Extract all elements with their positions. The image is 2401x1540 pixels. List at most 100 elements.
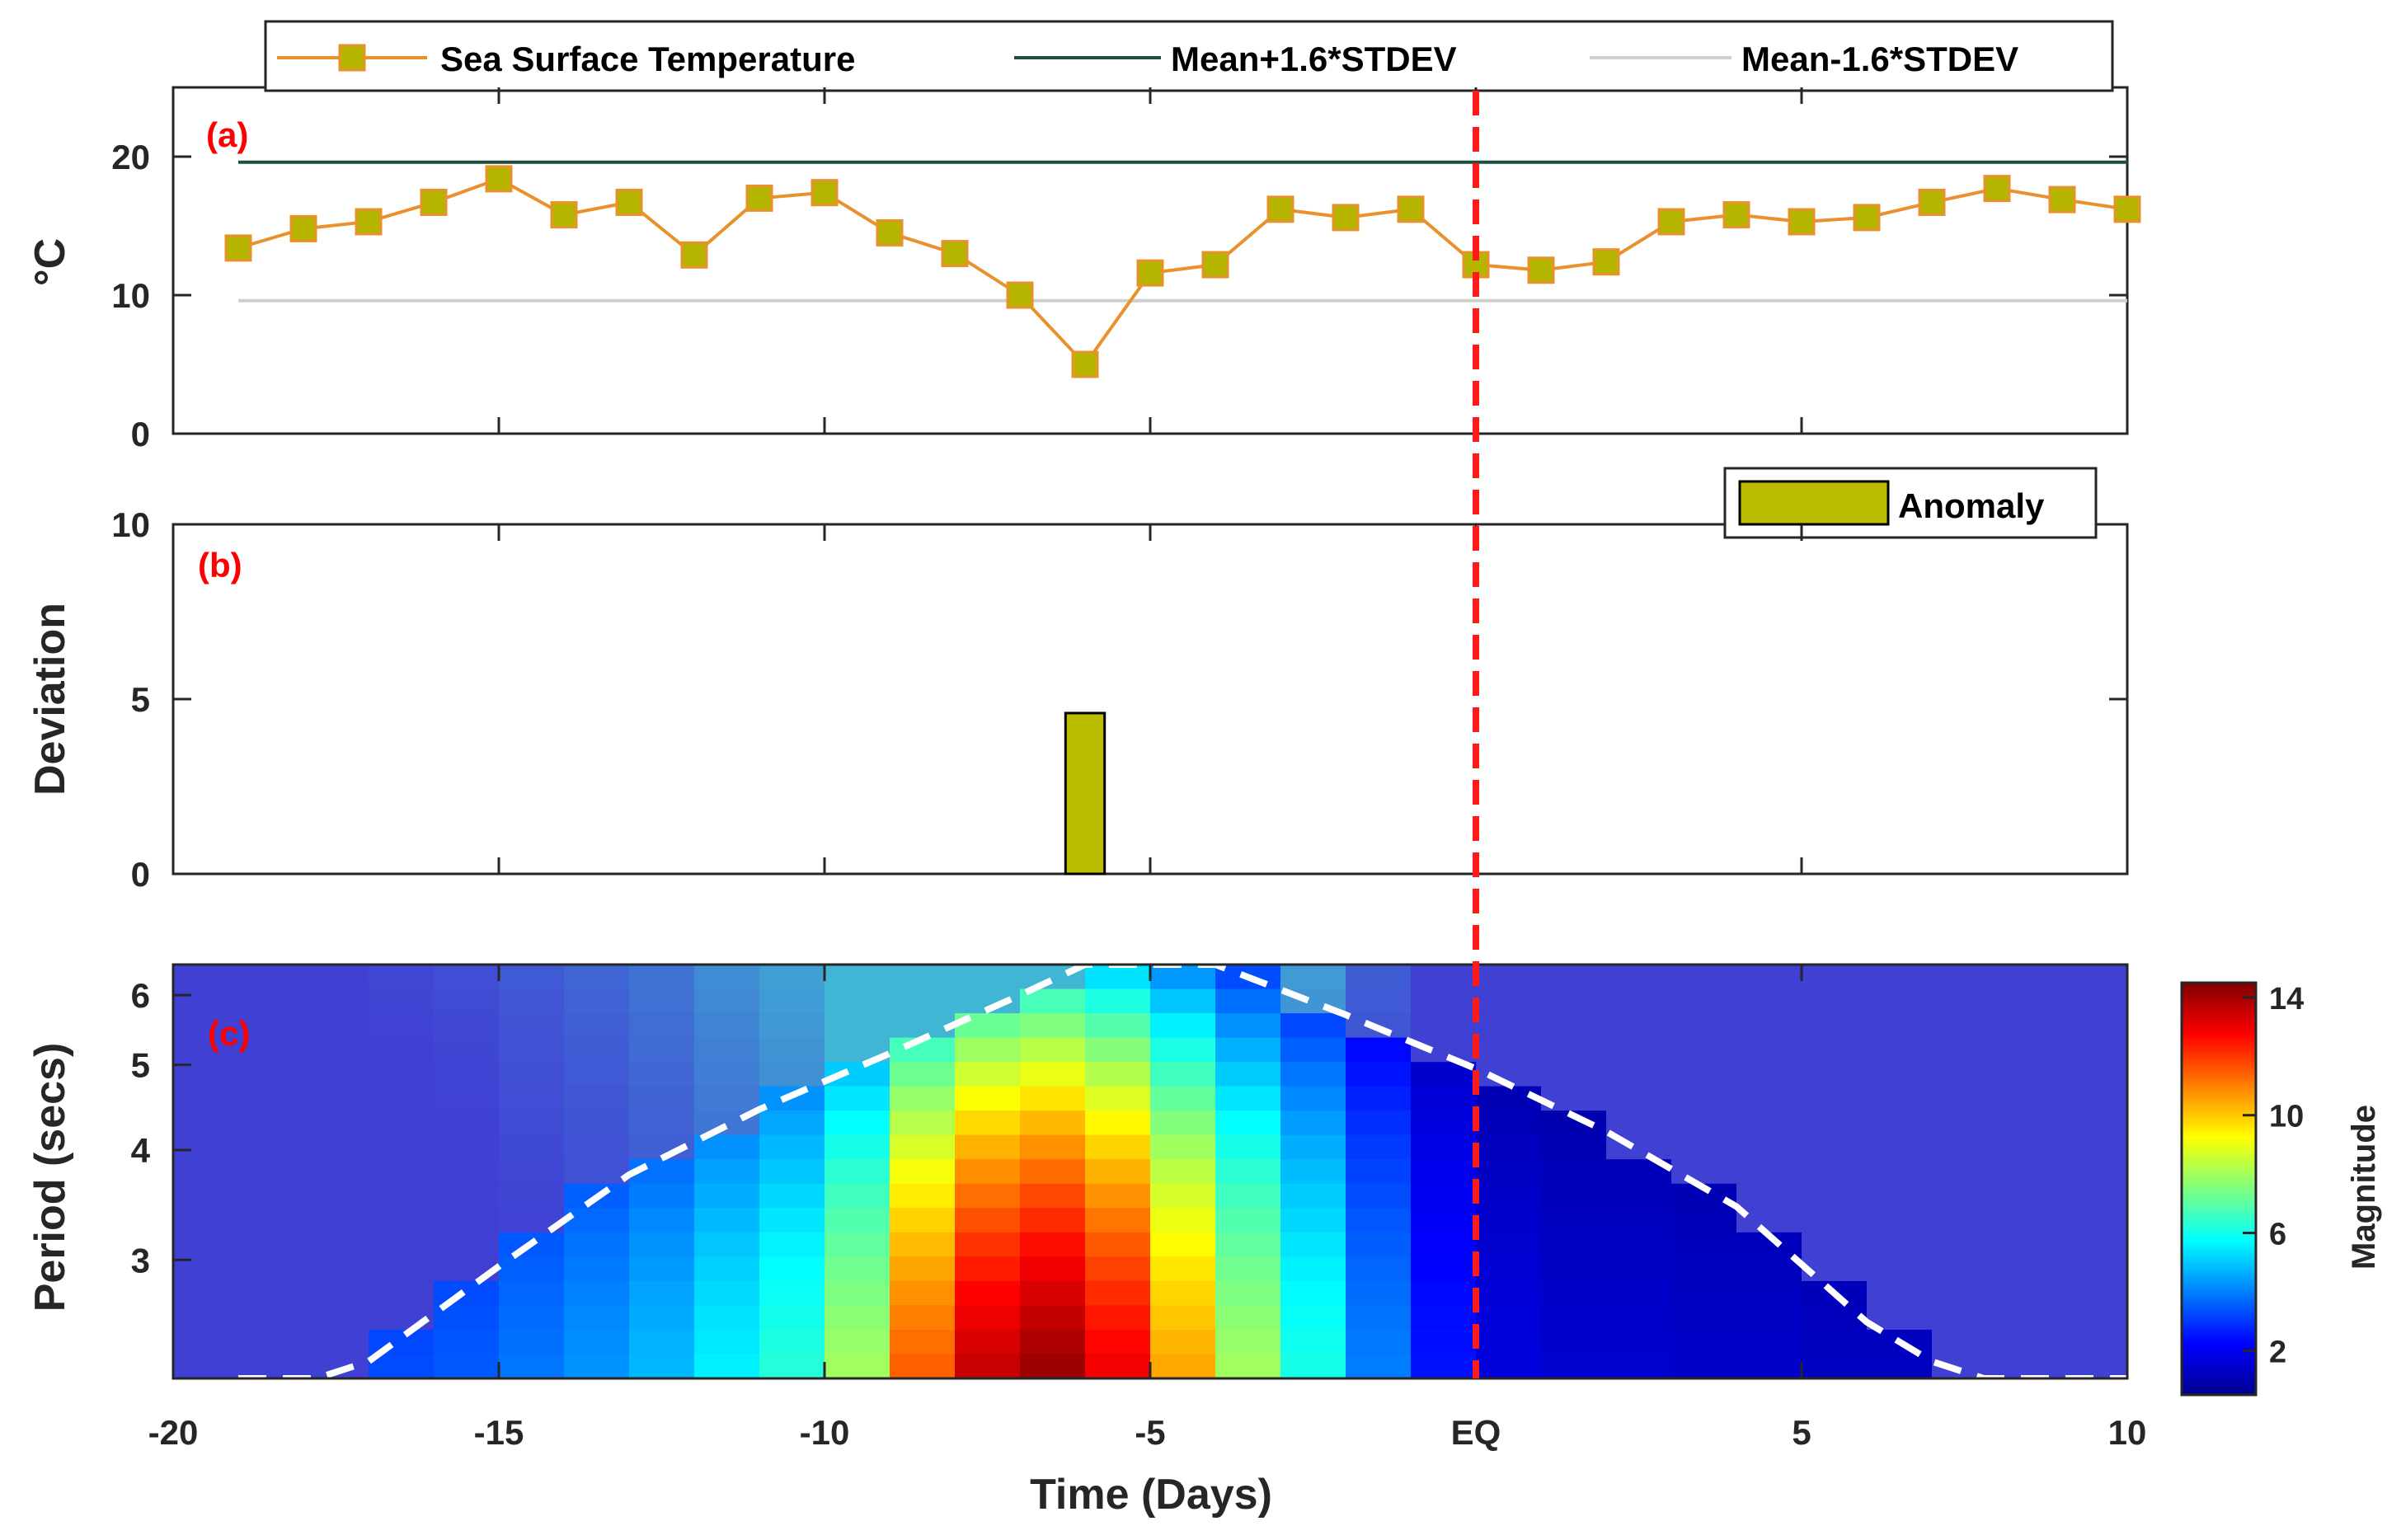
heat-cell bbox=[759, 1062, 825, 1087]
colorbar-tick-label: 6 bbox=[2269, 1218, 2286, 1252]
heat-cell bbox=[890, 988, 956, 1014]
heat-cell-shade bbox=[499, 1037, 565, 1063]
heat-cell bbox=[1541, 988, 1607, 1014]
heat-cell-shade bbox=[2062, 1134, 2128, 1160]
heat-cell bbox=[1736, 1354, 1802, 1379]
heat-cell bbox=[499, 1062, 565, 1087]
heat-cell bbox=[694, 1329, 760, 1355]
heat-cell-shade bbox=[1476, 1013, 1542, 1039]
heat-cell-shade bbox=[369, 1013, 435, 1039]
heat-cell bbox=[1280, 1013, 1346, 1039]
x-tick-label: EQ bbox=[1451, 1413, 1501, 1452]
heat-cell bbox=[564, 1305, 630, 1331]
y-tick-label: 0 bbox=[131, 855, 150, 894]
heat-cell bbox=[303, 1305, 369, 1331]
heat-cell bbox=[1867, 1086, 1933, 1111]
heat-cell-shade bbox=[1997, 1280, 2063, 1307]
heat-cell-shade bbox=[825, 1013, 890, 1039]
heat-cell bbox=[1476, 1013, 1542, 1039]
heat-cell bbox=[1932, 1159, 1998, 1185]
heat-cell-shade bbox=[303, 1086, 369, 1111]
heat-cell bbox=[1346, 1062, 1412, 1087]
heat-cell bbox=[1085, 1208, 1151, 1233]
heat-cell-shade bbox=[1736, 1062, 1802, 1087]
heat-cell-shade bbox=[1997, 1159, 2063, 1185]
sst-marker bbox=[876, 218, 904, 246]
heat-cell-shade bbox=[759, 1013, 825, 1039]
heat-cell bbox=[564, 1159, 630, 1185]
heat-cell bbox=[1346, 1183, 1412, 1209]
panel-c-y-ticks: 3 4 5 6 bbox=[131, 976, 191, 1279]
heat-cell-shade bbox=[1802, 1013, 1868, 1039]
heat-cell-shade bbox=[369, 988, 435, 1014]
heat-cell bbox=[1541, 1232, 1607, 1257]
heat-cell-shade bbox=[238, 1013, 304, 1039]
heat-cell bbox=[1150, 965, 1216, 990]
heat-cell-shade bbox=[1736, 1086, 1802, 1111]
heat-cell bbox=[1215, 1232, 1281, 1257]
panel-b: 0 5 10 (b) Deviation Anomaly bbox=[26, 467, 2129, 894]
heat-cell bbox=[1932, 965, 1998, 990]
heat-cell bbox=[1736, 1183, 1802, 1209]
heat-cell bbox=[1215, 1208, 1281, 1233]
heat-cell-shade bbox=[1671, 1013, 1737, 1039]
heat-cell bbox=[1867, 1134, 1933, 1160]
heat-cell bbox=[173, 1062, 239, 1087]
heat-cell-shade bbox=[369, 1256, 435, 1282]
heat-cell-shade bbox=[303, 965, 369, 990]
heat-cell-shade bbox=[1541, 965, 1607, 990]
sst-marker bbox=[1918, 188, 1946, 216]
heat-cell bbox=[238, 988, 304, 1014]
heat-cell bbox=[303, 1037, 369, 1063]
heat-cell bbox=[1867, 1037, 1933, 1063]
heat-cell-shade bbox=[303, 1062, 369, 1087]
heat-cell-shade bbox=[173, 1354, 239, 1379]
heat-cell bbox=[1541, 1159, 1607, 1185]
heat-cell bbox=[629, 1086, 695, 1111]
heat-cell bbox=[1020, 1280, 1086, 1307]
heat-cell bbox=[759, 1208, 825, 1233]
heat-cell-shade bbox=[1997, 1256, 2063, 1282]
heat-cell-shade bbox=[173, 988, 239, 1014]
heat-cell-shade bbox=[173, 1208, 239, 1233]
heat-cell bbox=[1280, 1086, 1346, 1111]
heat-cell bbox=[890, 1134, 956, 1160]
heat-cell-shade bbox=[1867, 965, 1933, 990]
heat-cell bbox=[1606, 1305, 1672, 1331]
heat-cell bbox=[955, 1159, 1021, 1185]
heat-cell-shade bbox=[238, 1037, 304, 1063]
heat-cell-shade bbox=[1997, 1305, 2063, 1331]
heat-cell-shade bbox=[1997, 1354, 2063, 1379]
heat-cell bbox=[2062, 1305, 2128, 1331]
heat-cell-shade bbox=[2062, 1256, 2128, 1282]
heat-cell bbox=[1867, 1062, 1933, 1087]
heat-cell-shade bbox=[173, 1086, 239, 1111]
heat-cell-shade bbox=[238, 965, 304, 990]
heat-cell bbox=[1150, 1062, 1216, 1087]
heat-cell bbox=[303, 1110, 369, 1136]
heat-cell bbox=[1085, 965, 1151, 990]
heat-cell-shade bbox=[499, 1062, 565, 1087]
heat-cell bbox=[1736, 988, 1802, 1014]
heat-cell bbox=[825, 1232, 890, 1257]
heat-cell bbox=[564, 1354, 630, 1379]
heat-cell-shade bbox=[238, 1280, 304, 1307]
heat-cell bbox=[1606, 1037, 1672, 1063]
sst-marker bbox=[420, 188, 448, 216]
panel-c-ylabel: Period (secs) bbox=[26, 1043, 74, 1312]
heat-cell bbox=[1997, 965, 2063, 990]
panel-a-ylabel: °C bbox=[26, 238, 74, 286]
heat-cell bbox=[1085, 1183, 1151, 1209]
heat-cell-shade bbox=[434, 1159, 500, 1185]
heat-cell-shade bbox=[564, 1013, 630, 1039]
heat-cell bbox=[759, 1159, 825, 1185]
heat-cell bbox=[825, 1086, 890, 1111]
heat-cell bbox=[1997, 1280, 2063, 1307]
heat-cell bbox=[1736, 1329, 1802, 1355]
heat-cell bbox=[1736, 1159, 1802, 1185]
heat-cell bbox=[825, 965, 890, 990]
panel-b-y-ticks: 0 5 10 bbox=[111, 505, 2127, 894]
heat-cell bbox=[825, 1208, 890, 1233]
y-tick-label: 5 bbox=[131, 680, 150, 719]
